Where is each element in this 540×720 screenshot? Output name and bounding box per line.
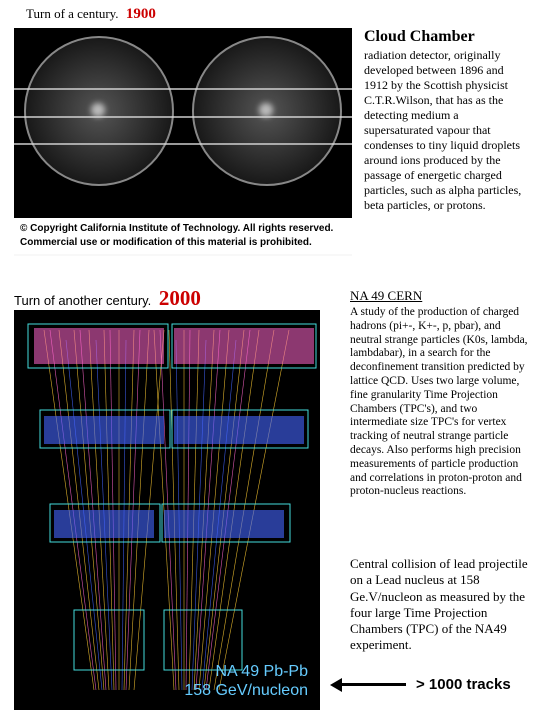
na49-label-line2: 158 GeV/nucleon [184,681,308,700]
arrow-left-icon [330,678,406,692]
title2-year: 2000 [159,286,201,310]
chamber-lens-left [24,36,174,186]
copyright-notice: © Copyright California Institute of Tech… [14,218,352,254]
title1-year: 1900 [126,6,156,22]
cloud-chamber-image: © Copyright California Institute of Tech… [14,28,352,256]
na49-image-label: NA 49 Pb-Pb 158 GeV/nucleon [184,662,308,700]
title2-prefix: Turn of another century. [14,293,151,308]
na49-tracks-svg [14,310,320,710]
na49-label-line1: NA 49 Pb-Pb [184,662,308,681]
chamber-lens-right [192,36,342,186]
tracks-label: > 1000 tracks [416,676,511,693]
na49-heading: NA 49 CERN [350,288,422,304]
copyright-line2: Commercial use or modification of this m… [20,236,346,250]
na49-caption: Central collision of lead projectile on … [350,556,530,654]
section1-title: Turn of a century. 1900 [26,6,156,23]
title1-prefix: Turn of a century. [26,6,119,21]
na49-paragraph: A study of the production of charged had… [350,306,528,499]
na49-image: NA 49 Pb-Pb 158 GeV/nucleon [14,310,320,710]
copyright-line1: © Copyright California Institute of Tech… [20,222,346,236]
cloud-chamber-heading: Cloud Chamber [364,28,475,46]
tracks-callout: > 1000 tracks [330,676,530,693]
cloud-chamber-photo [14,28,352,218]
section2-title: Turn of another century. 2000 [14,286,201,311]
cloud-chamber-paragraph: radiation detector, originally developed… [364,48,530,213]
